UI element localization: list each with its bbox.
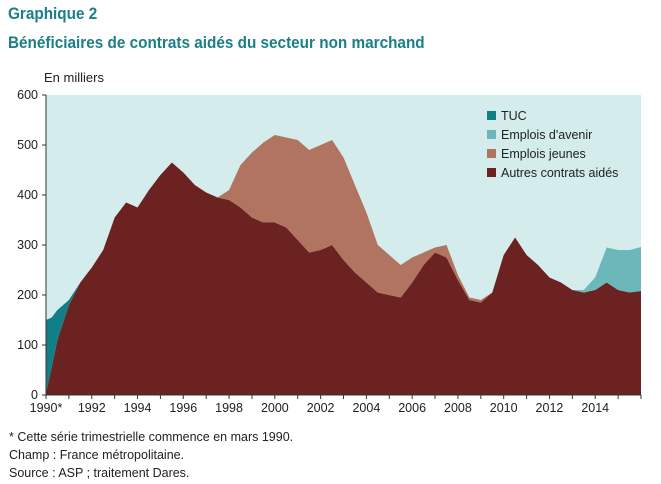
x-tick-label: 2012 bbox=[536, 401, 564, 415]
source-note: Source : ASP ; traitement Dares. bbox=[9, 466, 190, 480]
area-chart: 0 100 200 300 400 500 600 1990* 1992 1994 1996 1998… bbox=[17, 88, 642, 415]
legend: TUC Emplois d'avenir Emplois jeunes Autres … bbox=[487, 109, 618, 180]
y-tick-label: 100 bbox=[17, 338, 38, 352]
legend-label: Emplois d'avenir bbox=[501, 128, 592, 142]
x-tick-label: 1990* bbox=[30, 401, 63, 415]
x-tick-label: 2010 bbox=[490, 401, 518, 415]
legend-swatch bbox=[487, 130, 496, 139]
legend-swatch bbox=[487, 111, 496, 120]
series-areas bbox=[46, 135, 641, 395]
y-tick-label: 600 bbox=[17, 88, 38, 102]
legend-label: Emplois jeunes bbox=[501, 147, 586, 161]
legend-label: Autres contrats aidés bbox=[501, 166, 618, 180]
x-tick-label: 2000 bbox=[261, 401, 289, 415]
y-tick-label: 500 bbox=[17, 138, 38, 152]
chart-notes: * Cette série trimestrielle commence en … bbox=[9, 428, 293, 482]
champ-note: Champ : France métropolitaine. bbox=[9, 448, 185, 462]
y-tick-label: 0 bbox=[31, 388, 38, 402]
x-tick-label: 2014 bbox=[581, 401, 609, 415]
y-tick-label: 300 bbox=[17, 238, 38, 252]
area-autres-contrats-aides bbox=[46, 162, 641, 395]
x-tick-label: 1998 bbox=[215, 401, 243, 415]
footnote: * Cette série trimestrielle commence en … bbox=[9, 430, 294, 444]
x-tick-label: 1992 bbox=[78, 401, 106, 415]
chart-label: Graphique 2 bbox=[8, 4, 98, 23]
x-tick-label: 2008 bbox=[444, 401, 472, 415]
x-tick-label: 1996 bbox=[169, 401, 197, 415]
y-tick-label: 400 bbox=[17, 188, 38, 202]
chart-title: Bénéficiaires de contrats aidés du secte… bbox=[8, 33, 425, 52]
x-tick-label: 2006 bbox=[398, 401, 426, 415]
x-tick-label: 1994 bbox=[124, 401, 152, 415]
y-axis-label: En milliers bbox=[44, 70, 104, 85]
axes: 0 100 200 300 400 500 600 1990* 1992 1994 1996 1998… bbox=[17, 88, 642, 415]
x-tick-label: 2002 bbox=[307, 401, 335, 415]
x-tick-label: 2004 bbox=[352, 401, 380, 415]
legend-swatch bbox=[487, 149, 496, 158]
area-emplois-jeunes bbox=[46, 135, 641, 393]
legend-label: TUC bbox=[501, 109, 527, 123]
legend-swatch bbox=[487, 168, 496, 177]
y-tick-label: 200 bbox=[17, 288, 38, 302]
